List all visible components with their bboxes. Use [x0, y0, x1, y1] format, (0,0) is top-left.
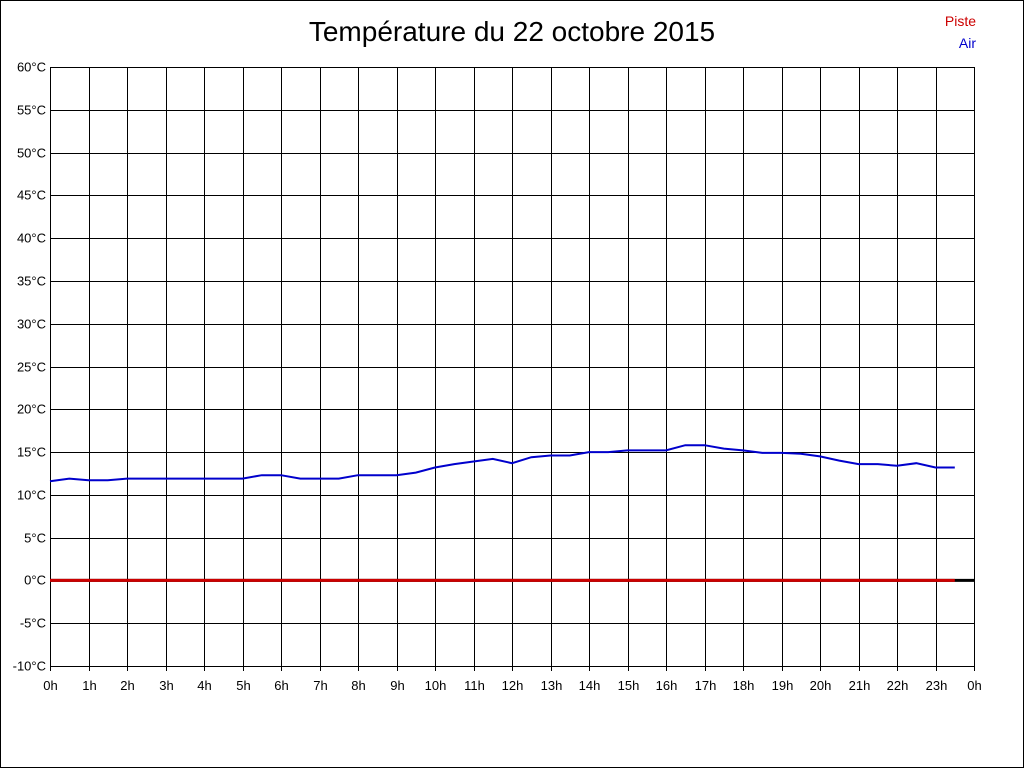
x-tick-label: 17h [695, 678, 717, 693]
x-tick-label: 0h [967, 678, 981, 693]
x-tick-label: 22h [887, 678, 909, 693]
x-tick-label: 0h [43, 678, 57, 693]
y-axis-ticks: -10°C -5°C 0°C 5°C 10°C 15°C 20°C 25°C 30°C 35°C 4… [13, 60, 46, 674]
x-tick-label: 2h [120, 678, 134, 693]
x-tick-label: 18h [733, 678, 755, 693]
x-tick-label: 3h [159, 678, 173, 693]
x-tick-label: 19h [772, 678, 794, 693]
y-tick-label: 55°C [17, 103, 46, 118]
x-tick-label: 13h [541, 678, 563, 693]
x-tick-label: 21h [849, 678, 871, 693]
y-tick-label: 5°C [24, 531, 46, 546]
y-tick-label: 20°C [17, 402, 46, 417]
grid [50, 67, 975, 671]
y-tick-label: -10°C [13, 659, 46, 674]
x-tick-label: 10h [425, 678, 447, 693]
y-tick-label: -5°C [20, 616, 46, 631]
x-tick-label: 16h [656, 678, 678, 693]
x-tick-label: 7h [313, 678, 327, 693]
x-tick-label: 20h [810, 678, 832, 693]
x-tick-label: 11h [464, 678, 485, 693]
legend-item-piste: Piste [944, 13, 976, 29]
x-axis-ticks: 0h 1h 2h 3h 4h 5h 6h 7h 8h 9h 10h 11h 12h 13h 14h 15h 16… [43, 678, 981, 693]
y-tick-label: 25°C [17, 360, 46, 375]
x-tick-label: 6h [274, 678, 288, 693]
y-tick-label: 15°C [17, 445, 46, 460]
x-tick-label: 9h [390, 678, 404, 693]
x-tick-label: 12h [502, 678, 524, 693]
chart-title: Température du 22 octobre 2015 [308, 16, 716, 47]
y-tick-label: 10°C [17, 488, 46, 503]
x-tick-label: 4h [197, 678, 211, 693]
x-tick-label: 14h [579, 678, 601, 693]
y-tick-label: 50°C [17, 146, 46, 161]
y-tick-label: 0°C [24, 573, 46, 588]
y-tick-label: 35°C [17, 274, 46, 289]
series-line-air [49, 444, 955, 483]
y-tick-label: 45°C [17, 188, 46, 203]
y-tick-label: 30°C [17, 317, 46, 332]
x-tick-label: 1h [82, 678, 96, 693]
y-tick-label: 40°C [17, 231, 46, 246]
legend-item-air: Air [958, 35, 976, 51]
x-tick-label: 5h [236, 678, 250, 693]
x-tick-label: 15h [618, 678, 640, 693]
x-tick-label: 23h [926, 678, 948, 693]
series-lines [49, 444, 974, 582]
x-tick-label: 8h [351, 678, 365, 693]
y-tick-label: 60°C [17, 60, 46, 75]
